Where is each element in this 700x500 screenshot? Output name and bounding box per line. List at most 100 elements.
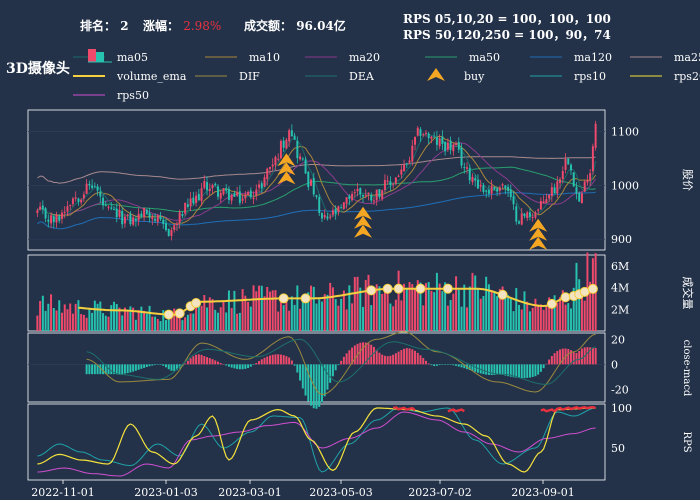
volume-bar	[435, 272, 438, 331]
volume-bar	[88, 309, 91, 331]
candle-body	[411, 145, 414, 162]
candle-body	[104, 205, 107, 207]
macd-histogram-bar	[93, 364, 96, 375]
candle-body	[77, 198, 80, 202]
candle-body	[219, 192, 222, 199]
candle-body	[55, 214, 58, 223]
candle-body	[578, 193, 581, 202]
volume-ema-dot	[497, 289, 508, 300]
candle-body	[485, 190, 488, 192]
macd-histogram-bar	[435, 364, 438, 366]
candle-body	[121, 210, 124, 225]
candle-body	[463, 167, 466, 169]
volume-bar	[370, 305, 373, 331]
macd-histogram-bar	[520, 364, 523, 379]
candle-body	[556, 181, 559, 194]
volume-bar	[518, 304, 520, 331]
volume-bar	[99, 301, 102, 331]
macd-histogram-bar	[487, 364, 490, 375]
volume-bar	[466, 307, 468, 331]
macd-histogram-bar	[405, 348, 408, 365]
volume-bar	[230, 308, 233, 331]
macd-histogram-bar	[219, 362, 222, 365]
candle-body	[129, 213, 132, 225]
volume-bar	[424, 283, 427, 331]
candle-body	[236, 192, 239, 196]
candle-body	[353, 192, 356, 194]
macd-histogram-bar	[474, 364, 477, 372]
volume-bar	[449, 299, 452, 331]
macd-histogram-bar	[342, 356, 345, 365]
volume-bar	[74, 303, 77, 331]
macd-histogram-bar	[238, 364, 241, 370]
volume-bar	[260, 285, 263, 331]
macd-histogram-bar	[285, 356, 288, 365]
volume-bar	[222, 300, 225, 331]
macd-histogram-bar	[129, 364, 132, 373]
candle-body	[422, 134, 425, 136]
macd-histogram-bar	[277, 354, 280, 365]
volume-bar	[154, 316, 157, 331]
volume-bar	[288, 310, 291, 331]
x-tick-label: 2023-05-03	[309, 486, 372, 499]
volume-bar	[61, 312, 63, 331]
candle-body	[526, 212, 529, 219]
legend-label-ma120: ma120	[574, 51, 612, 64]
macd-histogram-bar	[468, 364, 471, 371]
macd-histogram-bar	[367, 343, 370, 365]
macd-histogram-bar	[279, 354, 282, 365]
macd-histogram-bar	[96, 364, 99, 375]
candle-body	[58, 216, 61, 221]
volume-bar	[143, 310, 146, 331]
macd-histogram-bar	[378, 352, 381, 365]
candle-body	[225, 188, 228, 191]
macd-histogram-bar	[449, 364, 452, 365]
candle-body	[518, 221, 520, 224]
macd-tick-label: 20	[611, 333, 625, 346]
macd-histogram-bar	[167, 364, 170, 370]
volume-bar	[408, 282, 411, 331]
volume-ema-dot	[366, 285, 377, 296]
candle-body	[496, 188, 499, 192]
macd-histogram-bar	[578, 351, 581, 365]
volume-ema-dot	[393, 283, 404, 294]
macd-histogram-bar	[526, 364, 529, 378]
volume-bar	[211, 299, 214, 331]
volume-bar	[63, 304, 66, 331]
candle-body	[154, 218, 157, 221]
rps10-line	[37, 407, 596, 473]
candle-body	[438, 138, 441, 147]
legend-item-ma50: ma50	[425, 51, 500, 64]
candle-body	[148, 212, 151, 218]
candle-body	[326, 216, 329, 219]
candle-body	[591, 146, 594, 172]
candle-body	[362, 194, 365, 197]
volume-bar	[285, 295, 288, 331]
candle-body	[88, 183, 91, 186]
volume-bar	[493, 291, 496, 331]
volume-bar	[175, 312, 178, 331]
volume-bar	[216, 312, 219, 331]
volume-ema-line	[78, 287, 596, 316]
volume-bar	[82, 314, 85, 331]
candle-body	[564, 158, 567, 170]
candle-body	[184, 202, 187, 214]
candle-body	[424, 132, 427, 134]
legend-item-ma10: ma10	[205, 51, 280, 64]
macd-histogram-bar	[375, 349, 378, 365]
price-tick-label: 1000	[611, 179, 639, 192]
candle-body	[545, 199, 548, 204]
volume-bar	[50, 294, 53, 331]
volume-bar	[485, 276, 488, 331]
volume-bar	[71, 313, 74, 331]
macd-histogram-bar	[460, 364, 463, 368]
macd-histogram-bar	[545, 363, 548, 365]
macd-histogram-bar	[452, 364, 455, 366]
macd-histogram-bar	[433, 364, 436, 367]
volume-bar	[337, 305, 340, 331]
legend-item-buy: buy	[427, 68, 485, 83]
macd-tick-label: 0	[611, 358, 618, 371]
macd-histogram-bar	[260, 359, 263, 365]
macd-histogram-bar	[493, 364, 496, 375]
candle-body	[189, 198, 192, 207]
